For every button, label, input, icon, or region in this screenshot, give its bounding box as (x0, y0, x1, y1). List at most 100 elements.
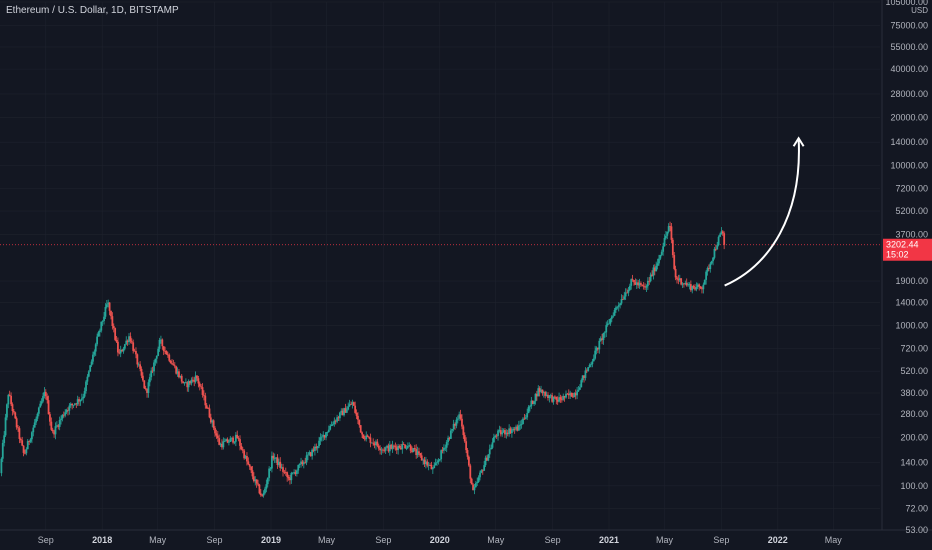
candle-body (710, 261, 713, 264)
candle-body (666, 231, 669, 236)
candle-body (573, 393, 576, 398)
candle-body (129, 336, 132, 342)
grid-lines (0, 1, 880, 531)
candle-body (160, 339, 162, 341)
arrow-head-icon (792, 136, 805, 147)
candle-body (293, 472, 296, 473)
candle-body (279, 461, 282, 469)
candle-body (76, 399, 79, 405)
candle-body (354, 405, 357, 413)
candle-body (588, 365, 591, 368)
candle-body (570, 392, 573, 397)
candle-body (517, 425, 520, 431)
candle-body (623, 296, 626, 300)
candle-body (486, 457, 488, 461)
candle-body (14, 412, 17, 419)
candle-body (80, 398, 83, 400)
time-axis[interactable]: Sep 2018 May Sep 2019 May Sep 2020 May Sep 2021 May… (38, 535, 843, 545)
price-tick-label: 40000.00 (890, 64, 928, 74)
candle-body (82, 396, 85, 399)
candle-body (538, 388, 541, 392)
candle-body (133, 350, 136, 352)
candle-body (53, 431, 56, 435)
candle-body (307, 454, 309, 456)
candle-body (674, 268, 677, 278)
candle-body (563, 396, 566, 398)
candle-body (219, 443, 222, 445)
candle-body (100, 321, 103, 331)
candle-body (447, 437, 449, 443)
price-tick-label: 720.00 (900, 344, 928, 354)
candle-body (663, 238, 666, 247)
time-tick-label: 2022 (768, 535, 788, 545)
time-tick-label: 2021 (599, 535, 619, 545)
candle-body (340, 410, 343, 413)
candle-body (114, 328, 117, 340)
candle-body (412, 448, 415, 453)
candle-body (685, 282, 688, 286)
candle-body (694, 287, 696, 290)
candle-body (108, 302, 111, 311)
candle-body (644, 286, 646, 288)
candle-body (85, 381, 87, 392)
candle-body (336, 417, 339, 422)
candle-body (272, 455, 275, 459)
time-tick-label: 2018 (92, 535, 112, 545)
candlestick-series (0, 221, 726, 498)
candle-body (628, 285, 631, 290)
candle-body (569, 392, 572, 396)
candle-body (598, 340, 601, 350)
candle-body (233, 441, 236, 443)
candle-body (393, 445, 395, 447)
candle-body (463, 435, 466, 442)
candle-body (357, 415, 359, 420)
price-axis[interactable]: 105000.00 75000.00 55000.00 40000.00 28000.0… (885, 0, 928, 535)
candle-body (198, 383, 201, 387)
candle-body (400, 447, 402, 450)
candle-body (180, 375, 183, 382)
candle-body (208, 408, 211, 418)
candle-body (705, 271, 708, 280)
candle-body (630, 279, 633, 286)
candle-body (268, 468, 271, 478)
candle-body (26, 441, 29, 450)
candle-body (427, 464, 430, 466)
candle-body (137, 364, 140, 366)
candle-body (438, 459, 441, 461)
candle-body (469, 465, 472, 479)
candle-body (610, 316, 613, 319)
candle-body (535, 393, 538, 397)
candle-body (86, 376, 89, 382)
candle-body (117, 341, 119, 353)
candle-body (683, 283, 685, 285)
candle-body (584, 370, 587, 378)
candle-body (24, 452, 26, 454)
candle-body (649, 274, 652, 282)
candle-body (107, 302, 110, 305)
candle-body (689, 284, 692, 291)
candle-body (495, 435, 498, 437)
candle-body (581, 375, 584, 381)
candle-body (33, 422, 36, 428)
candle-body (380, 449, 383, 451)
candle-body (540, 389, 542, 392)
candle-body (50, 421, 53, 430)
candle-body (375, 441, 377, 446)
candle-body (415, 449, 418, 455)
candle-body (271, 455, 273, 469)
candle-body (529, 406, 531, 408)
candle-body (383, 449, 386, 451)
time-tick-label: May (825, 535, 843, 545)
annotation-arrow[interactable] (724, 138, 800, 287)
candle-body (316, 446, 319, 449)
candle-body (151, 370, 154, 372)
candle-body (655, 265, 658, 272)
candle-body (669, 226, 671, 227)
candle-body (78, 399, 80, 402)
candle-body (104, 306, 107, 317)
candle-body (90, 361, 93, 366)
candle-body (305, 455, 308, 463)
candle-body (691, 285, 694, 291)
